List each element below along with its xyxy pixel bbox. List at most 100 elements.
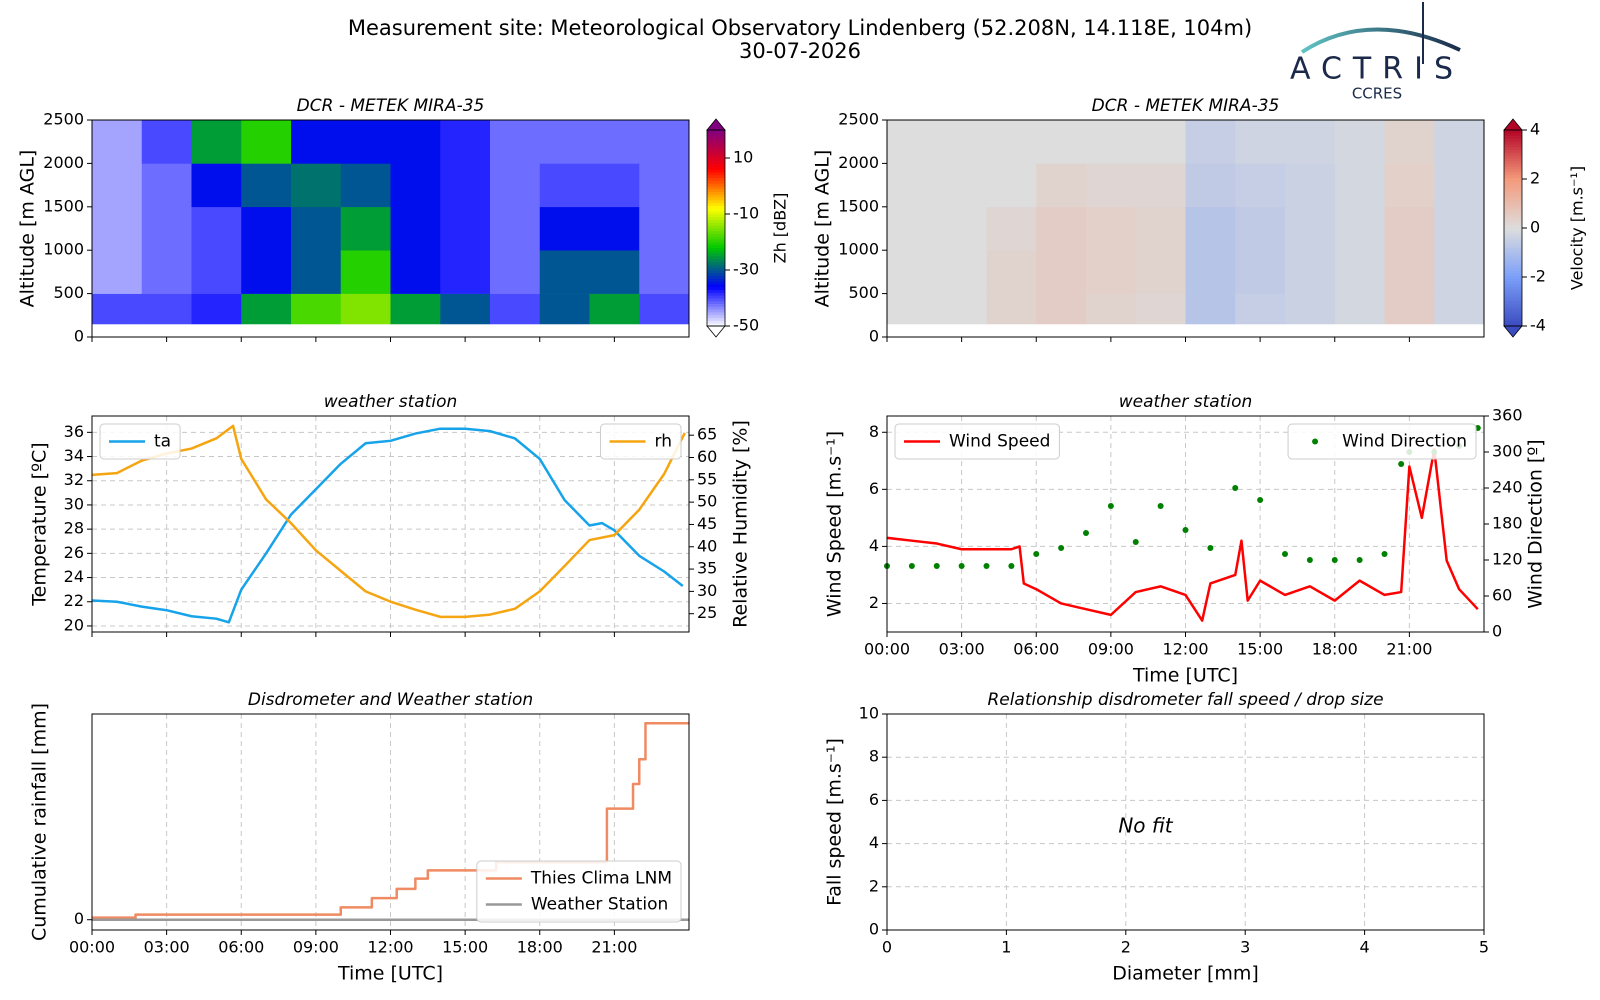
series-line (886, 448, 1479, 622)
colorbar-slice (1504, 135, 1522, 139)
heatmap-cell (291, 163, 342, 208)
colorbar-slice (707, 250, 725, 254)
heatmap-cell (1235, 206, 1286, 251)
y-tick-label: 6 (869, 479, 879, 498)
colorbar-slice (707, 152, 725, 156)
heatmap-cell (1086, 293, 1137, 325)
scatter-point (1381, 551, 1388, 557)
x-tick-label: 21:00 (1386, 640, 1432, 659)
colorbar-slice (707, 155, 725, 159)
colorbar-slice (707, 256, 725, 260)
heatmap-cell (887, 163, 938, 208)
heatmap-cell (1036, 293, 1087, 325)
colorbar-slice (707, 284, 725, 288)
colorbar-slice (1504, 264, 1522, 268)
y-tick-label: 34 (64, 446, 84, 465)
heatmap-cell (1434, 120, 1485, 164)
colorbar-slice (707, 247, 725, 251)
axes-frame (886, 119, 1485, 338)
heatmap-cell (340, 250, 391, 294)
y2-tick-label: 240 (1492, 478, 1523, 497)
colorbar-slice (707, 174, 725, 178)
y2-axis-label: Relative Humidity [%] (730, 420, 752, 628)
y-axis-label: Cumulative rainfall [mm] (29, 703, 51, 941)
x-axis-label: Time [UTC] (1132, 665, 1238, 687)
heatmap-cell (1384, 293, 1435, 325)
colorbar-frame (706, 129, 726, 327)
colorbar-slice (1504, 228, 1522, 232)
colorbar-tick-label: 10 (733, 148, 753, 167)
heatmap-cell (241, 206, 292, 251)
colorbar-slice (1504, 239, 1522, 243)
heatmap-cell (191, 206, 242, 251)
heatmap-cell (986, 163, 1037, 208)
colorbar-slice (707, 314, 725, 318)
scatter-point (1282, 551, 1288, 557)
heatmap-cell (589, 250, 640, 294)
colorbar-tick-label: -30 (733, 260, 759, 279)
x-tick-label: 03:00 (939, 640, 985, 659)
heatmap-cell (340, 206, 391, 251)
colorbar-slice (1504, 180, 1522, 184)
colorbar-slice (707, 225, 725, 229)
colorbar-slice (1504, 172, 1522, 176)
colorbar-slice (707, 292, 725, 296)
heatmap-cell (1334, 120, 1385, 164)
panel-title: weather station (324, 392, 458, 412)
colorbar-slice (707, 228, 725, 232)
colorbar-slice (1504, 186, 1522, 190)
colorbar-slice (707, 141, 725, 145)
x-tick-label: 2 (1121, 938, 1131, 957)
colorbar-slice (1504, 225, 1522, 229)
y-axis-label: Wind Speed [m.s⁻¹] (824, 431, 846, 617)
heatmap-cell (589, 206, 640, 251)
heatmap-cell (589, 163, 640, 208)
scatter-point (1232, 485, 1239, 491)
colorbar-slice (1504, 230, 1522, 234)
scatter-point (1257, 497, 1264, 503)
colorbar-slice (707, 188, 725, 192)
heatmap-cell (1185, 293, 1236, 325)
colorbar-tick-label: 0 (1530, 218, 1540, 237)
scatter-point (1132, 539, 1139, 545)
y-tick-label: 22 (64, 591, 84, 610)
colorbar-slice (1504, 236, 1522, 240)
scatter-point (1207, 545, 1214, 551)
y-tick-label: 2000 (43, 153, 84, 172)
x-tick-label: 15:00 (1237, 640, 1283, 659)
heatmap-cell (141, 293, 192, 325)
heatmap-cell (1285, 120, 1336, 164)
scatter-point (1356, 557, 1363, 563)
colorbar-slice (707, 130, 725, 134)
heatmap-cell (639, 163, 690, 208)
heatmap-cell (1334, 293, 1385, 325)
colorbar-slice (707, 258, 725, 262)
axes-frame (886, 713, 1485, 931)
heatmap-cell (936, 250, 987, 294)
y-tick-label: 2 (869, 876, 879, 895)
colorbar-slice (1504, 286, 1522, 290)
colorbar-slice (707, 160, 725, 164)
colorbar-slice (707, 138, 725, 142)
heatmap-cell (887, 250, 938, 294)
heatmap-cell (639, 206, 690, 251)
legend-swatch (1312, 438, 1319, 445)
scatter-point (983, 563, 990, 569)
colorbar-slice (707, 211, 725, 215)
colorbar-tick-label: 4 (1530, 120, 1540, 139)
colorbar-slice (1504, 216, 1522, 220)
colorbar-slice (707, 208, 725, 212)
legend-label: rh (655, 432, 672, 452)
heatmap-cell (539, 293, 590, 325)
colorbar-slice (1504, 267, 1522, 271)
heatmap-cell (936, 163, 987, 208)
heatmap-cell (340, 120, 391, 164)
y-tick-label: 2500 (43, 110, 84, 129)
panel-title: Disdrometer and Weather station (248, 690, 533, 710)
x-tick-label: 12:00 (367, 938, 413, 957)
heatmap-cell (1285, 250, 1336, 294)
colorbar-slice (707, 222, 725, 226)
y-tick-label: 0 (74, 909, 84, 928)
heatmap-cell (539, 206, 590, 251)
y-tick-label: 36 (64, 422, 84, 441)
